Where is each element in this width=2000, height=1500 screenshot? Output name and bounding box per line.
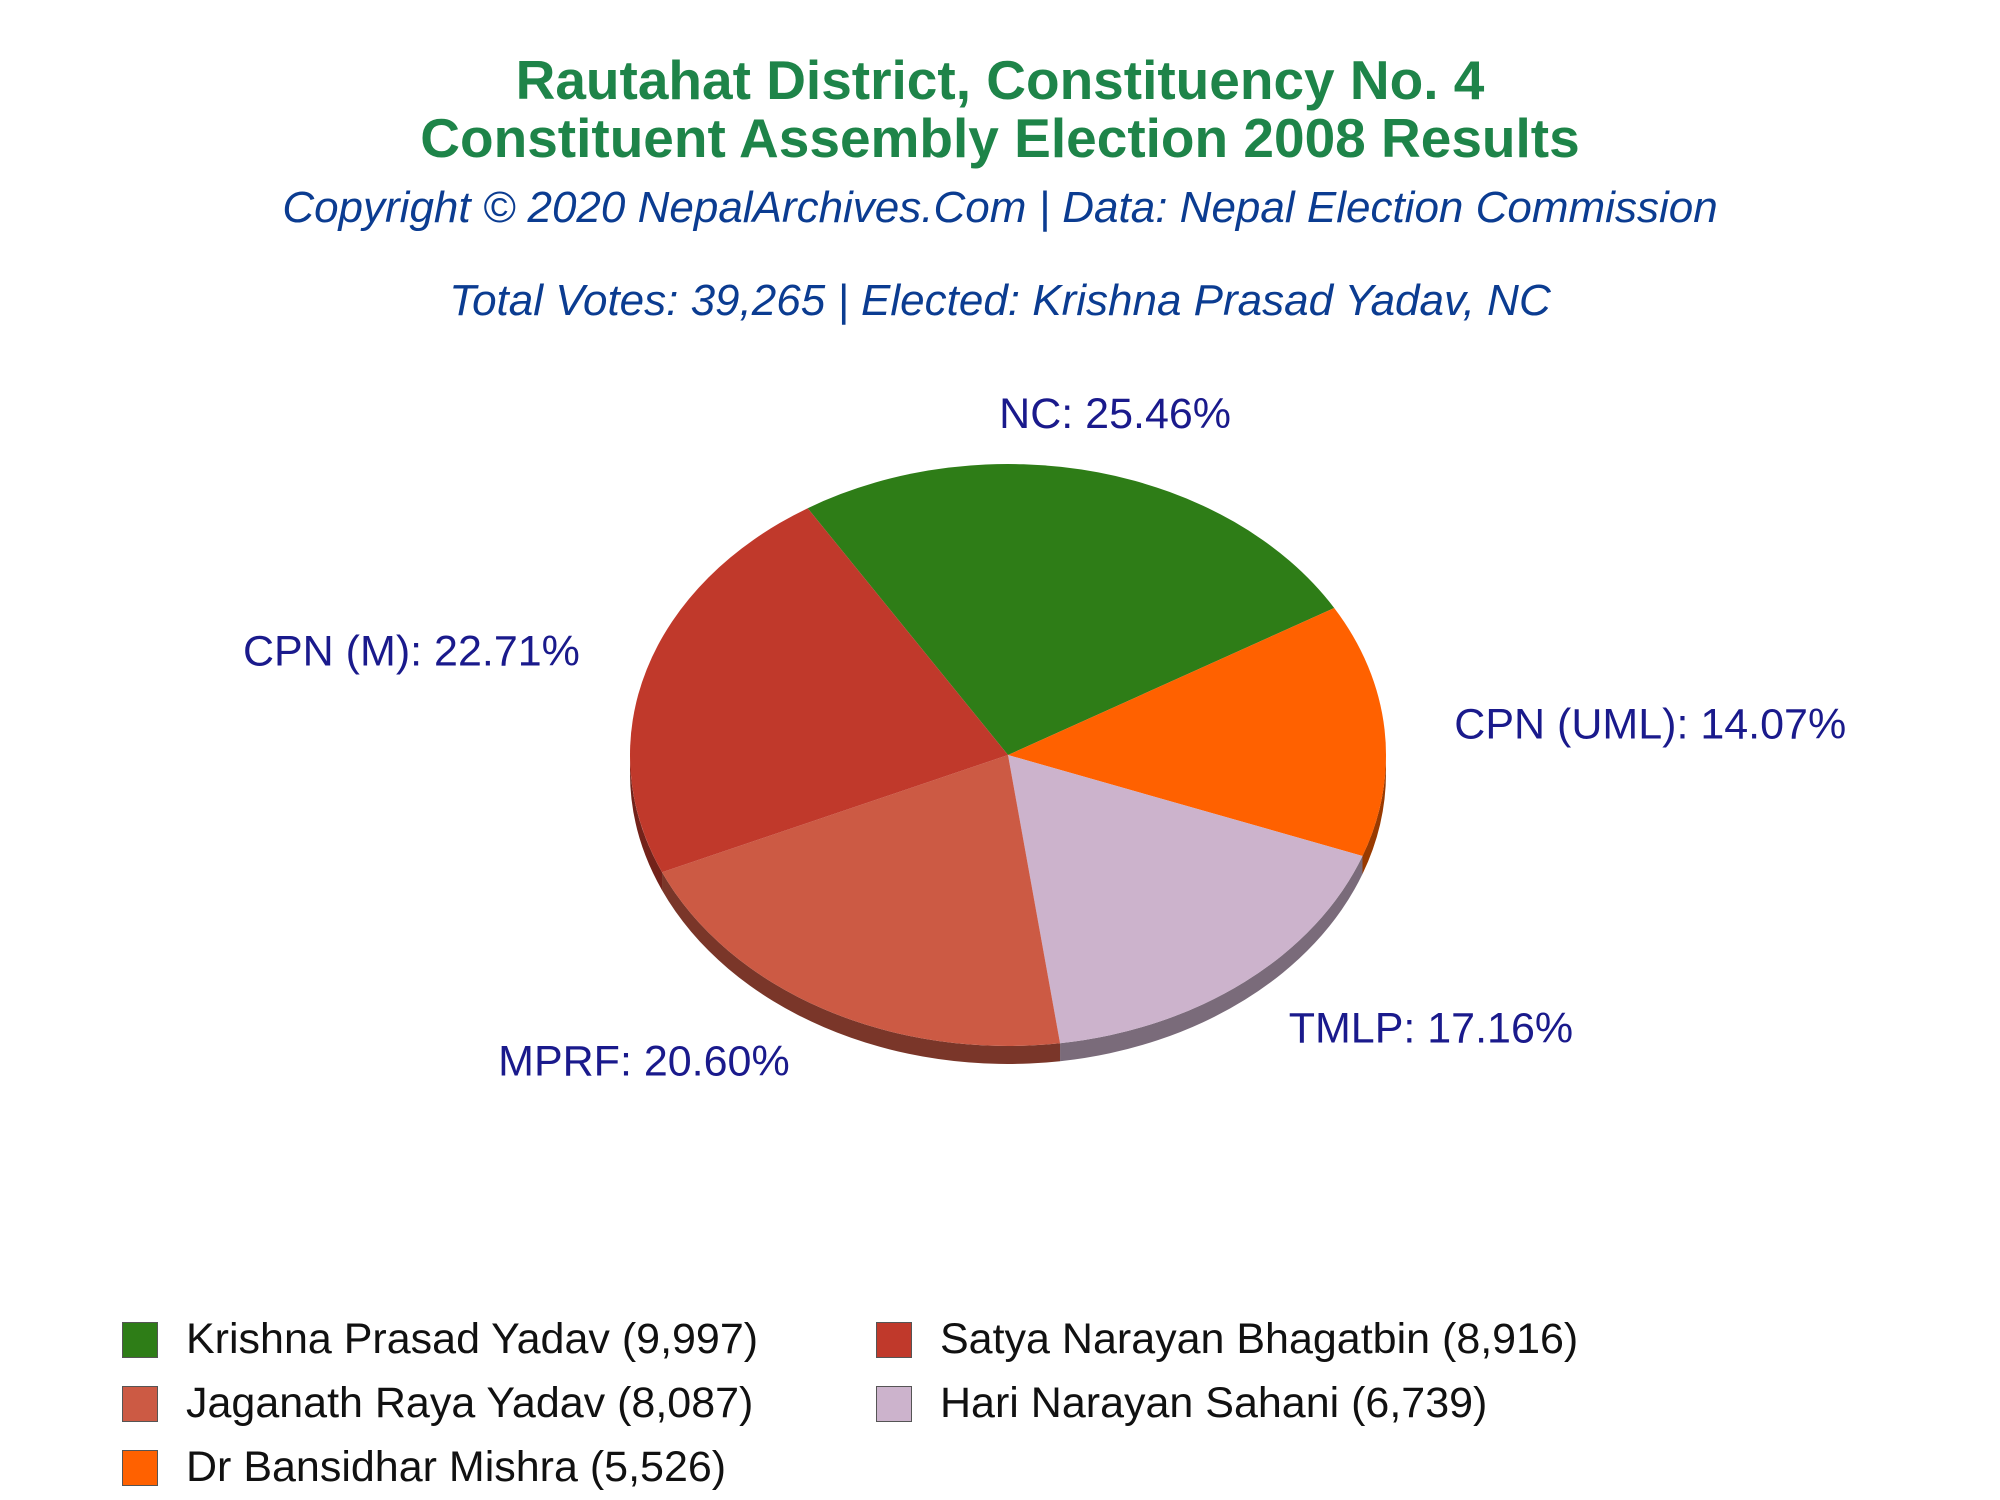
pie-side-cpn-uml-	[1362, 755, 1386, 874]
pie-side-cpn-m-	[630, 755, 663, 891]
legend-swatch	[122, 1322, 158, 1358]
pie-slice-nc	[807, 464, 1335, 755]
pie-slice-tmlp	[1008, 755, 1363, 1044]
pie-side-mprf	[662, 872, 1061, 1064]
legend-swatch	[122, 1386, 158, 1422]
total-votes-info: Total Votes: 39,265 | Elected: Krishna P…	[449, 276, 1551, 325]
pie-slice-mprf	[662, 755, 1061, 1046]
pie-side-tmlp	[1060, 855, 1363, 1062]
legend-swatch	[122, 1450, 158, 1486]
chart-title-line-2: Constituent Assembly Election 2008 Resul…	[420, 107, 1580, 169]
pie-slice-cpn-m-	[630, 508, 1008, 873]
pie-slice-cpn-uml-	[1008, 607, 1386, 856]
chart-title-line-1: Rautahat District, Constituency No. 4	[515, 49, 1485, 111]
legend-swatch	[876, 1386, 912, 1422]
pie-side-walls	[630, 755, 1386, 1064]
legend-swatch	[876, 1322, 912, 1358]
slice-label-tmlp: TMLP: 17.16%	[1289, 1005, 1573, 1053]
legend-label: Hari Narayan Sahani (6,739)	[940, 1379, 1488, 1427]
copyright-subtitle: Copyright © 2020 NepalArchives.Com | Dat…	[282, 183, 1718, 232]
slice-label-cpn-m-: CPN (M): 22.71%	[243, 628, 580, 676]
legend-label: Krishna Prasad Yadav (9,997)	[186, 1315, 759, 1363]
legend-label: Dr Bansidhar Mishra (5,526)	[186, 1443, 727, 1491]
legend-label: Jaganath Raya Yadav (8,087)	[186, 1379, 754, 1427]
slice-label-cpn-uml-: CPN (UML): 14.07%	[1454, 700, 1846, 748]
legend-label: Satya Narayan Bhagatbin (8,916)	[940, 1315, 1579, 1363]
slice-label-nc: NC: 25.46%	[999, 390, 1231, 438]
slice-label-mprf: MPRF: 20.60%	[498, 1038, 790, 1086]
